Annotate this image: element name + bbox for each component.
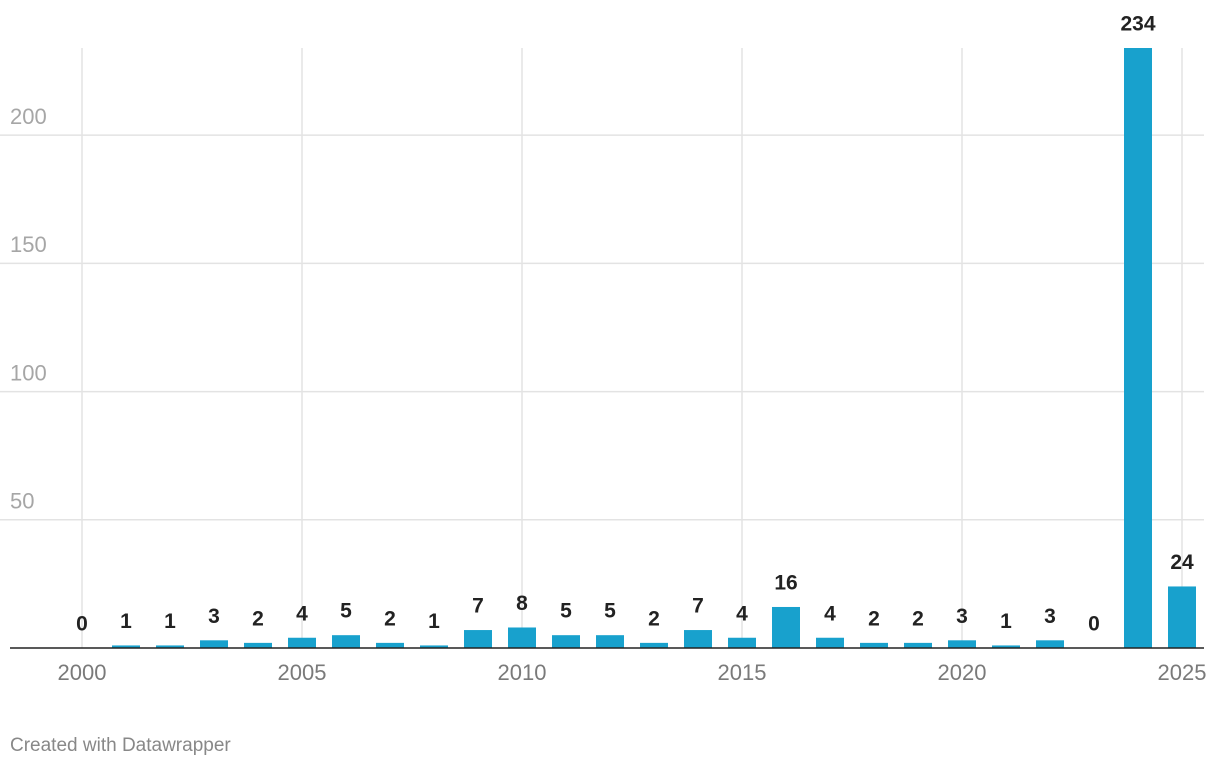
value-label: 24 — [1170, 551, 1194, 574]
value-label: 7 — [472, 595, 484, 618]
value-label: 2 — [648, 607, 660, 630]
value-label: 4 — [736, 602, 748, 625]
value-label: 4 — [824, 602, 836, 625]
value-label: 1 — [1000, 610, 1012, 633]
source-note: Created with Datawrapper — [10, 735, 231, 756]
y-tick-label: 50 — [10, 489, 34, 514]
bar — [1168, 586, 1196, 648]
bar — [596, 635, 624, 648]
value-label: 2 — [912, 607, 924, 630]
bar — [684, 630, 712, 648]
value-label: 0 — [76, 613, 88, 636]
bar — [288, 637, 316, 648]
bar — [112, 645, 140, 648]
x-tick-label: 2025 — [1158, 660, 1207, 685]
bar — [508, 627, 536, 648]
x-tick-label: 2005 — [278, 660, 327, 685]
bar — [640, 642, 668, 648]
value-label: 2 — [868, 607, 880, 630]
value-label: 5 — [604, 600, 616, 623]
value-label: 4 — [296, 602, 308, 625]
value-label: 8 — [516, 592, 528, 615]
x-tick-label: 2020 — [938, 660, 987, 685]
bar — [948, 640, 976, 648]
value-label: 5 — [340, 600, 352, 623]
value-label: 5 — [560, 600, 572, 623]
value-label: 1 — [164, 610, 176, 633]
bar — [772, 606, 800, 648]
bar — [904, 642, 932, 648]
value-label: 3 — [956, 605, 968, 628]
x-tick-label: 2015 — [718, 660, 767, 685]
y-tick-label: 200 — [10, 104, 47, 129]
x-tick-label: 2000 — [58, 660, 107, 685]
x-tick-label: 2010 — [498, 660, 547, 685]
value-label: 3 — [1044, 605, 1056, 628]
value-label: 16 — [774, 572, 797, 595]
bar — [200, 640, 228, 648]
value-label: 1 — [428, 610, 440, 633]
bar — [552, 635, 580, 648]
value-label: 234 — [1120, 13, 1155, 36]
value-label: 2 — [384, 607, 396, 630]
bar — [992, 645, 1020, 648]
value-label: 7 — [692, 595, 704, 618]
bar — [860, 642, 888, 648]
value-label: 0 — [1088, 613, 1100, 636]
bar — [332, 635, 360, 648]
bar — [464, 630, 492, 648]
value-label: 2 — [252, 607, 264, 630]
bar — [376, 642, 404, 648]
bar — [244, 642, 272, 648]
value-label: 1 — [120, 610, 132, 633]
y-tick-label: 150 — [10, 232, 47, 257]
bar — [156, 645, 184, 648]
bar — [728, 637, 756, 648]
bar — [420, 645, 448, 648]
bar — [1036, 640, 1064, 648]
value-label: 3 — [208, 605, 220, 628]
bar — [816, 637, 844, 648]
y-tick-label: 100 — [10, 360, 47, 385]
bar — [1124, 48, 1152, 648]
